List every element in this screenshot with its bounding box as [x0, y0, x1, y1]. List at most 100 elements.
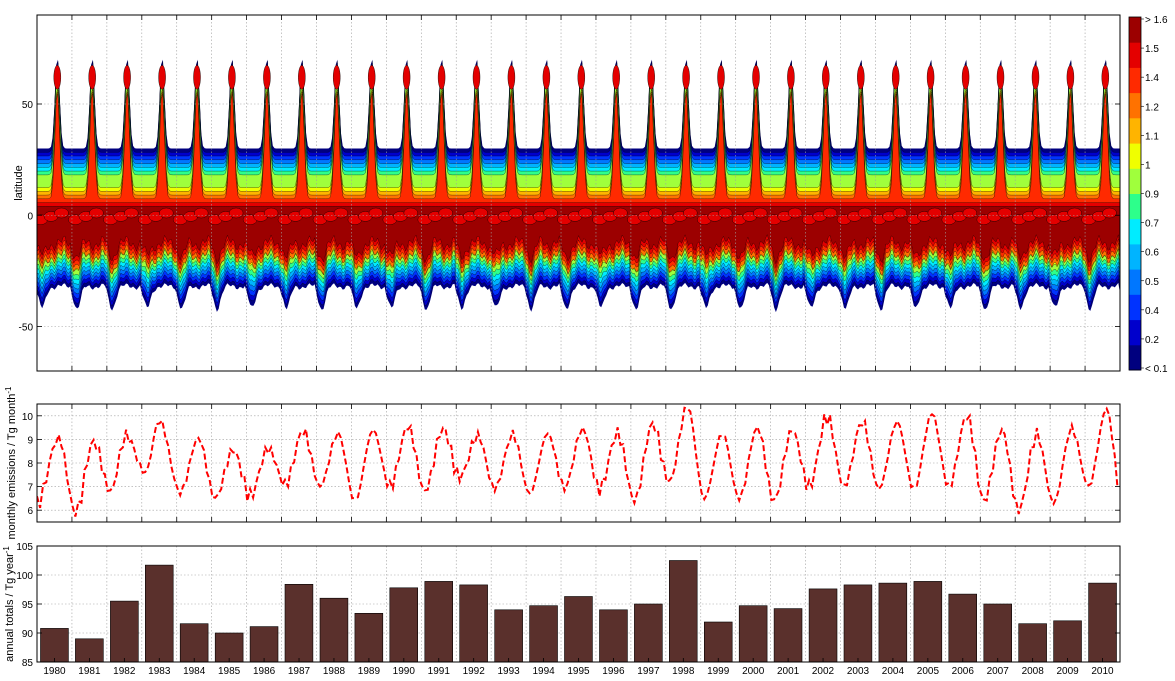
colorbar-label: 0.5 — [1145, 277, 1159, 288]
colorbar-swatch — [1129, 168, 1141, 194]
colorbar-label: 0.6 — [1145, 248, 1159, 259]
heatmap-boreal-peak — [437, 65, 446, 90]
y-tick-label: 105 — [16, 542, 33, 553]
heatmap-boreal-peak — [577, 65, 585, 90]
y-tick-label: 100 — [16, 571, 33, 582]
x-tick-label: 1986 — [253, 666, 276, 676]
annual-bar-1993 — [494, 609, 523, 663]
heatmap-hotspot — [787, 207, 803, 219]
colorbar-label: 1.2 — [1145, 102, 1159, 113]
colorbar-label: 0.4 — [1145, 306, 1159, 317]
heatmap-hotspot — [997, 207, 1012, 219]
heatmap-boreal-peak — [402, 65, 411, 90]
colorbar-swatch — [1129, 218, 1141, 245]
colorbar-swatch — [1129, 67, 1141, 94]
y-tick-label: 90 — [22, 629, 34, 640]
line-grid — [36, 404, 1121, 522]
heatmap-boreal-peak — [857, 65, 865, 90]
annual-bar-1980 — [40, 628, 69, 663]
heatmap-hotspot — [438, 207, 453, 219]
heatmap-boreal-peak — [123, 65, 131, 90]
heatmap-hotspot — [718, 207, 733, 219]
heatmap-boreal-peak — [193, 65, 201, 90]
heatmap-boreal-peak — [1031, 65, 1040, 90]
x-tick-label: 2004 — [882, 666, 905, 676]
heatmap-boreal-peak — [228, 65, 236, 90]
x-tick-label: 2009 — [1056, 666, 1079, 676]
heatmap-boreal-peak — [612, 65, 620, 90]
y-tick-label: 9 — [27, 435, 33, 446]
x-tick-label: 1981 — [78, 666, 101, 676]
x-tick-label: 1998 — [672, 666, 695, 676]
x-tick-label: 1997 — [637, 666, 660, 676]
heatmap-boreal-peak — [88, 65, 96, 90]
x-tick-label: 1987 — [288, 666, 311, 676]
colorbar-swatch — [1129, 143, 1141, 169]
annual-bar-2000 — [738, 605, 768, 663]
x-tick-label: 1996 — [602, 666, 625, 676]
y-tick-label: 85 — [22, 658, 34, 669]
line-y-axis: 6 7 8 9 10 — [22, 412, 1120, 517]
colorbar-label: 0.7 — [1145, 219, 1159, 230]
annual-bar-1990 — [389, 587, 418, 663]
annual-bar-1997 — [634, 603, 663, 663]
x-tick-label: 1999 — [707, 666, 730, 676]
heatmap-boreal-peak — [996, 65, 1005, 90]
colorbar-swatch — [1129, 319, 1141, 346]
x-tick-label: 1990 — [393, 666, 416, 676]
line-frame — [36, 403, 1121, 523]
heatmap-boreal-peak — [1066, 65, 1075, 90]
x-tick-label: 2001 — [777, 666, 800, 676]
annual-bar-1983 — [145, 564, 174, 663]
annual-bar-2007 — [983, 603, 1012, 663]
colorbar-label: 1.1 — [1145, 131, 1159, 142]
line-plot-area — [37, 404, 1120, 522]
annual-bars — [40, 560, 1117, 663]
x-tick-label: 2006 — [952, 666, 975, 676]
colorbar: > 1.6 1.5 1.4 1.2 1.1 1 0.9 0.7 0.6 0.5 0.4 0.2 < 0.… — [1128, 15, 1168, 375]
x-tick-label: 1989 — [358, 666, 381, 676]
y-tick-label: 8 — [27, 459, 33, 470]
heatmap-hotspot — [613, 207, 628, 219]
colorbar-swatch — [1129, 117, 1141, 144]
annual-bar-1984 — [179, 623, 209, 663]
heatmap-hotspot — [753, 207, 768, 219]
heatmap-hotspot — [368, 207, 384, 219]
x-tick-label: 1983 — [148, 666, 171, 676]
line-panel: 6 7 8 9 10 monthly emissions / Tg month-1 — [4, 386, 1121, 540]
heatmap-hotspot — [927, 207, 942, 219]
heatmap-y-label: latitude — [13, 165, 25, 200]
annual-bar-1995 — [564, 596, 593, 663]
bar-x-axis: 1980 1981 1982 1983 1984 1985 1986 1987 1988 1989… — [43, 658, 1114, 677]
colorbar-label: 0.2 — [1145, 335, 1159, 346]
x-tick-label: 2008 — [1022, 666, 1045, 676]
annual-bar-1999 — [703, 621, 733, 663]
x-tick-label: 1988 — [323, 666, 346, 676]
x-tick-label: 2010 — [1091, 666, 1114, 676]
colorbar-label: < 0.1 — [1145, 364, 1168, 375]
y-tick-label: 10 — [22, 412, 34, 423]
line-y-label: monthly emissions / Tg month-1 — [4, 386, 19, 540]
heatmap-boreal-peak — [472, 65, 481, 90]
colorbar-swatch — [1129, 17, 1141, 43]
heatmap-boreal-peak — [787, 65, 795, 90]
x-tick-label: 1980 — [43, 666, 66, 676]
heatmap-hotspot — [683, 207, 698, 219]
heatmap-y-axis: 50 0 -50 — [19, 100, 1120, 334]
heatmap-hotspot — [298, 207, 314, 219]
heatmap-boreal-peak — [1101, 65, 1110, 90]
heatmap-hotspot — [54, 207, 69, 219]
heatmap-hotspot — [403, 207, 418, 219]
bar-y-label: annual totals / Tg year-1 — [2, 546, 17, 662]
heatmap-boreal-peak — [53, 65, 61, 90]
heatmap-hotspot — [648, 207, 663, 219]
heatmap-boreal-peak — [298, 65, 306, 90]
y-tick-label: 50 — [22, 100, 34, 111]
annual-bar-1996 — [599, 609, 628, 663]
monthly-emissions-series — [37, 406, 1120, 517]
colorbar-label: 1.5 — [1145, 44, 1159, 55]
colorbar-label: > 1.6 — [1145, 15, 1168, 26]
bar-frame — [36, 545, 1121, 663]
heatmap-hotspot — [193, 207, 209, 219]
